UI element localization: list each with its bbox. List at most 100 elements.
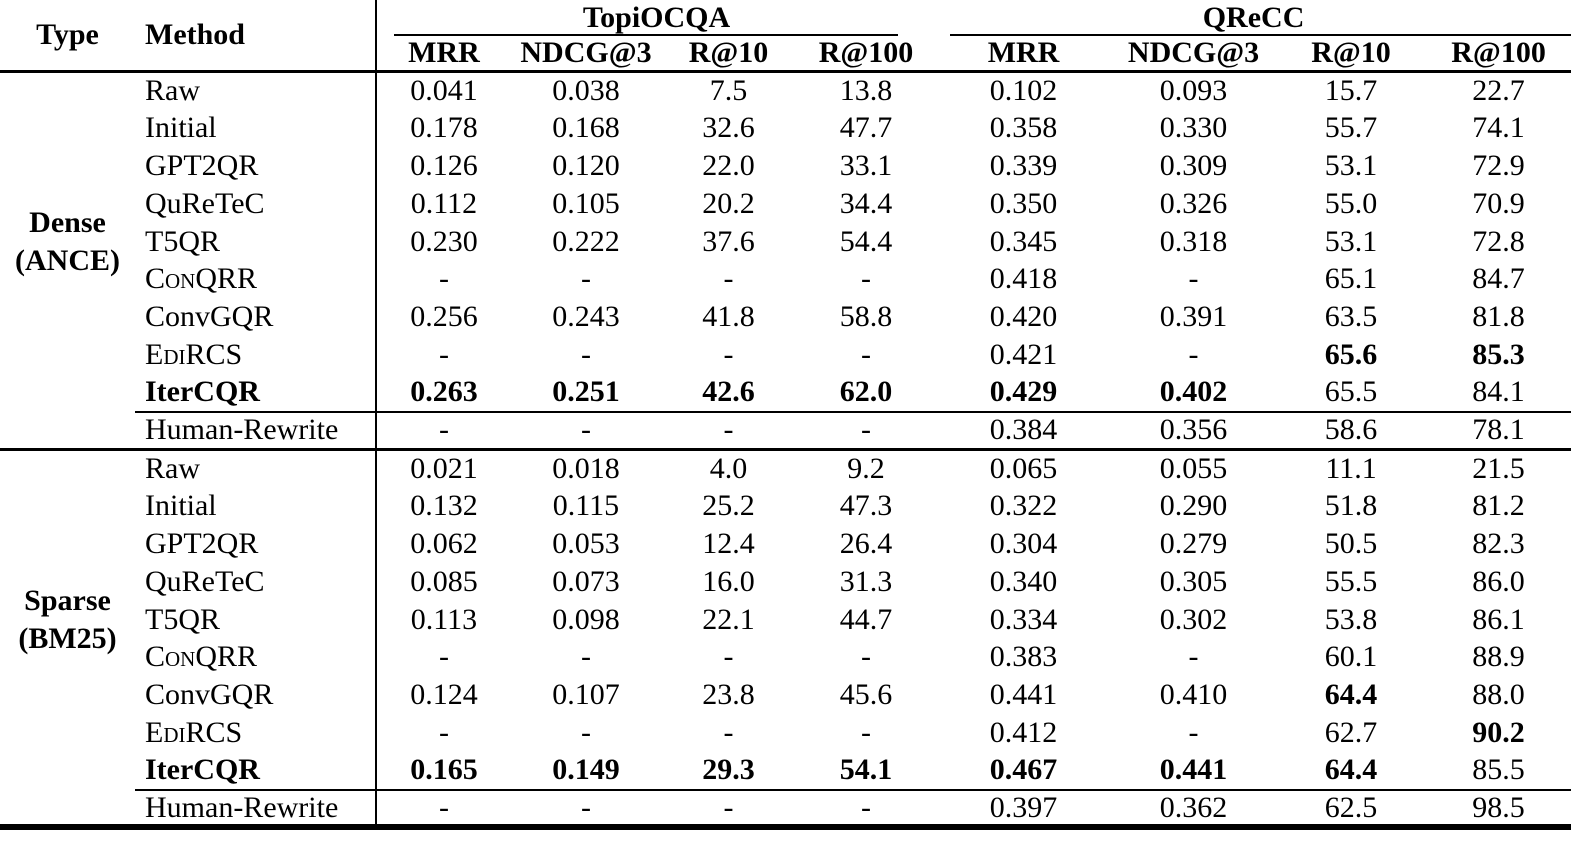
value-cell: 0.038 xyxy=(552,74,620,108)
value-cell: 0.305 xyxy=(1159,564,1228,598)
value-cell: 32.6 xyxy=(702,111,755,145)
value-cell: 0.222 xyxy=(552,224,620,258)
method-cell: ConvGQR xyxy=(135,298,377,337)
value-cell: 0.132 xyxy=(410,489,478,523)
value-cell: - xyxy=(511,410,661,450)
value-cell: 0.441 xyxy=(1159,753,1228,787)
table-row: GPT2QR 0.062 0.053 12.4 26.4 0.304 0.279 50.5 82… xyxy=(0,525,1571,563)
value-cell: - xyxy=(439,715,449,749)
value-cell: - xyxy=(1188,262,1199,296)
value-cell: 0.290 xyxy=(1159,489,1228,523)
table-row: IterCQR 0.263 0.251 42.6 62.0 0.429 0.402 65.5 8… xyxy=(0,373,1571,412)
method-cell: T5QR xyxy=(135,222,377,261)
value-cell: 12.4 xyxy=(702,526,755,560)
value-cell: 0.397 xyxy=(936,788,1112,831)
value-cell: 62.0 xyxy=(839,375,893,409)
value-cell: - xyxy=(581,337,591,371)
method-cell: Initial xyxy=(135,109,377,148)
value-cell: 0.356 xyxy=(1111,410,1277,450)
table-row: EdiRCS - - - - 0.421 - 65.6 85.3 xyxy=(0,336,1571,374)
method-cell: Initial xyxy=(135,487,377,526)
table-row: T5QR 0.113 0.098 22.1 44.7 0.334 0.302 53.8 86.1 xyxy=(0,600,1571,639)
value-cell: 0.021 xyxy=(376,447,511,488)
value-cell: 0.053 xyxy=(552,526,620,560)
value-cell: 63.5 xyxy=(1324,300,1378,334)
value-cell: 0.149 xyxy=(552,753,620,787)
table-row: EdiRCS - - - - 0.412 - 62.7 90.2 xyxy=(0,714,1571,752)
value-cell: 86.0 xyxy=(1472,564,1525,598)
value-cell: 0.362 xyxy=(1111,788,1277,831)
value-cell: 0.429 xyxy=(989,375,1058,409)
value-cell: 15.7 xyxy=(1324,74,1378,108)
value-cell: 0.467 xyxy=(989,753,1058,787)
method-cell: IterCQR xyxy=(135,373,377,412)
method-cell: GPT2QR xyxy=(135,525,377,563)
table-row: QuReTeC 0.085 0.073 16.0 31.3 0.340 0.305 55.5 8… xyxy=(0,562,1571,601)
value-cell: 53.8 xyxy=(1324,602,1378,636)
value-cell: - xyxy=(1188,337,1199,371)
type-line: Dense xyxy=(29,206,106,240)
method-cell: IterCQR xyxy=(135,751,377,790)
value-cell: - xyxy=(661,788,796,831)
value-cell: 25.2 xyxy=(702,489,755,523)
value-cell: 0.041 xyxy=(410,74,478,108)
value-cell: 0.230 xyxy=(410,224,478,258)
value-cell: 0.112 xyxy=(410,186,478,220)
value-cell: 0.322 xyxy=(989,489,1058,523)
table-row: Sparse (BM25) Raw 0.021 0.018 4.0 9.2 0.065 0.05… xyxy=(0,447,1571,790)
value-cell: 88.9 xyxy=(1472,640,1525,674)
value-cell: - xyxy=(1188,715,1199,749)
value-cell: 0.330 xyxy=(1159,111,1228,145)
value-cell: 47.3 xyxy=(839,489,893,523)
value-cell: 13.8 xyxy=(839,74,893,108)
table-row: ConQRR - - - - 0.383 - 60.1 88.9 xyxy=(0,638,1571,677)
value-cell: 0.318 xyxy=(1159,224,1228,258)
value-cell: 55.0 xyxy=(1324,186,1378,220)
value-cell: 0.085 xyxy=(410,564,478,598)
value-cell: 0.113 xyxy=(410,602,478,636)
value-cell: 0.073 xyxy=(552,564,620,598)
value-cell: 54.4 xyxy=(839,224,893,258)
table-row: QuReTeC 0.112 0.105 20.2 34.4 0.350 0.326 55.0 7… xyxy=(0,184,1571,223)
method-cell: ConvGQR xyxy=(135,676,377,715)
value-cell: 0.263 xyxy=(410,375,478,409)
value-cell: 0.279 xyxy=(1159,526,1228,560)
value-cell: 81.2 xyxy=(1472,489,1525,523)
value-cell: - xyxy=(439,337,449,371)
value-cell: 16.0 xyxy=(702,564,755,598)
value-cell: 34.4 xyxy=(839,186,893,220)
value-cell: 0.256 xyxy=(410,300,478,334)
value-cell: - xyxy=(1188,640,1199,674)
value-cell: 0.334 xyxy=(989,602,1058,636)
value-cell: 0.115 xyxy=(552,489,620,523)
value-cell: 20.2 xyxy=(702,186,755,220)
method-cell: GPT2QR xyxy=(135,147,377,185)
value-cell: 64.4 xyxy=(1324,753,1378,787)
value-cell: 21.5 xyxy=(1426,447,1571,488)
value-cell: - xyxy=(661,410,796,450)
value-cell: 0.165 xyxy=(410,753,478,787)
value-cell: 85.5 xyxy=(1472,753,1525,787)
table-row: Dense (ANCE) Raw 0.041 0.038 7.5 13.8 0.102 0.09… xyxy=(0,71,1571,277)
value-cell: 0.124 xyxy=(410,678,478,712)
type-cell: Sparse (BM25) xyxy=(0,447,135,790)
value-cell: 0.098 xyxy=(552,602,620,636)
group-header-topiocqa: TopiOCQA xyxy=(376,0,936,36)
value-cell: 22.0 xyxy=(702,148,755,182)
value-cell: 23.8 xyxy=(702,678,755,712)
value-cell: 0.340 xyxy=(989,564,1058,598)
type-line: (ANCE) xyxy=(15,244,120,278)
column-header-r10: R@10 xyxy=(1276,36,1427,73)
value-cell: 41.8 xyxy=(702,300,755,334)
table-row: IterCQR 0.165 0.149 29.3 54.1 0.467 0.441 64.4 8… xyxy=(0,751,1571,790)
value-cell: 55.7 xyxy=(1324,111,1378,145)
type-cell-spacer xyxy=(0,412,135,450)
value-cell: 0.178 xyxy=(410,111,478,145)
value-cell: 53.1 xyxy=(1324,148,1378,182)
value-cell: - xyxy=(723,640,734,674)
value-cell: - xyxy=(376,788,511,831)
value-cell: 0.339 xyxy=(989,148,1058,182)
table-header: Type Method TopiOCQA QReCC MRR NDCG@3 R@… xyxy=(0,0,1571,73)
value-cell: 9.2 xyxy=(796,447,937,488)
column-header-r100: R@100 xyxy=(796,36,937,73)
